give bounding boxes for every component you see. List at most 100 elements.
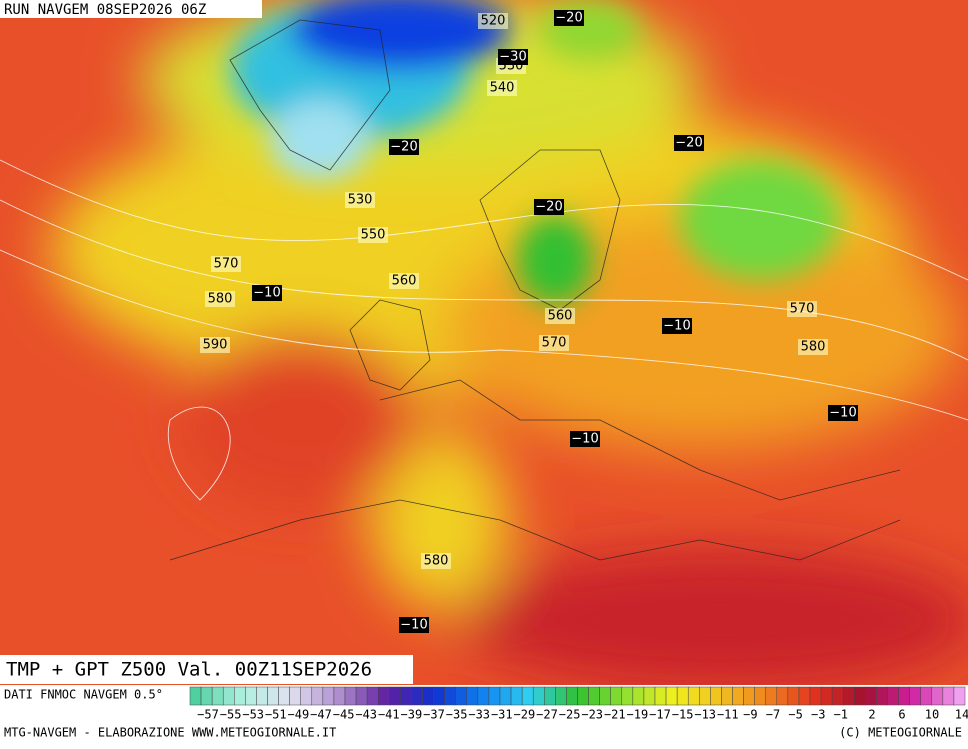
- height-label: 570: [790, 302, 815, 317]
- colorbar-swatch: [654, 686, 667, 706]
- title-box: [0, 655, 413, 684]
- temp-label-bg: [828, 405, 858, 421]
- colorbar-swatch: [355, 686, 368, 706]
- colorbar-label: 2: [868, 708, 875, 722]
- temp-label-bg: [498, 49, 528, 65]
- colorbar-swatch: [400, 686, 412, 706]
- colorbar-swatch: [521, 686, 534, 706]
- colorbar-swatch: [898, 686, 910, 706]
- height-label-bg: [345, 192, 375, 208]
- colorbar-swatch: [942, 686, 955, 706]
- colorbar-swatch: [743, 686, 755, 706]
- temp-label-bg: [554, 10, 584, 26]
- colorbar-swatch: [909, 686, 921, 706]
- temp-label: −10: [571, 432, 598, 447]
- colorbar-label: −13: [694, 708, 716, 722]
- height-label: 540: [490, 81, 515, 96]
- height-label-bg: [421, 553, 451, 569]
- header-box: [0, 0, 262, 18]
- colorbar-swatch: [621, 686, 634, 706]
- colorbar-swatch: [389, 686, 401, 706]
- height-label-bg: [545, 308, 575, 324]
- colorbar-swatch: [665, 686, 678, 706]
- colorbar-swatch: [477, 686, 490, 706]
- height-label-bg: [389, 273, 419, 289]
- colorbar-swatch: [411, 686, 423, 706]
- colorbar-swatch: [765, 686, 778, 706]
- temp-label-bg: [399, 617, 429, 633]
- colorbar-label: −43: [355, 708, 377, 722]
- colorbar-swatch: [699, 686, 711, 706]
- colorbar-swatch: [721, 686, 733, 706]
- map-field: [0, 0, 968, 685]
- colorbar-label: 10: [925, 708, 939, 722]
- temp-label-bg: [662, 318, 692, 334]
- colorbar-swatch: [676, 686, 689, 706]
- height-label: 530: [348, 193, 373, 208]
- temp-label: −10: [253, 286, 280, 301]
- colorbar-swatch: [920, 686, 933, 706]
- colorbar-label: −31: [491, 708, 513, 722]
- colorbar-swatch: [189, 686, 202, 706]
- colorbar-swatch: [322, 686, 335, 706]
- height-label-bg: [205, 291, 235, 307]
- colorbar-swatch: [245, 686, 257, 706]
- colorbar-swatch: [643, 686, 656, 706]
- colorbar-label: −9: [743, 708, 757, 722]
- height-label-bg: [539, 335, 569, 351]
- height-label: 520: [481, 14, 506, 29]
- height-label: 550: [361, 228, 386, 243]
- height-label-bg: [787, 301, 817, 317]
- footer-right: (C) METEOGIORNALE: [839, 726, 962, 740]
- colorbar-label: −35: [446, 708, 468, 722]
- temp-label: −20: [390, 140, 417, 155]
- colorbar-swatch: [300, 686, 313, 706]
- colorbar-label: −15: [672, 708, 694, 722]
- colorbar-swatch: [455, 686, 468, 706]
- colorbar-label: −7: [766, 708, 780, 722]
- height-label: 560: [392, 274, 417, 289]
- height-label-bg: [478, 13, 508, 29]
- colorbar-swatch: [510, 686, 523, 706]
- colorbar-swatch: [732, 686, 744, 706]
- colorbar-swatch: [344, 686, 357, 706]
- colorbar-swatch: [787, 686, 800, 706]
- colorbar-swatch: [610, 686, 623, 706]
- colorbar-label: −23: [581, 708, 603, 722]
- colorbar-swatch: [499, 686, 512, 706]
- colorbar-label: −3: [811, 708, 825, 722]
- colorbar-swatch: [599, 686, 611, 706]
- colorbar-swatch: [632, 686, 645, 706]
- colorbar-label: −49: [288, 708, 310, 722]
- colorbar-swatch: [289, 686, 301, 706]
- colorbar-swatch: [311, 686, 324, 706]
- height-label: 580: [208, 292, 233, 307]
- height-label-bg: [200, 337, 230, 353]
- colorbar-label: −51: [265, 708, 287, 722]
- height-label-bg: [798, 339, 828, 355]
- height-label-bg: [211, 256, 241, 272]
- colorbar-label: −57: [197, 708, 219, 722]
- colorbar-swatch: [422, 686, 434, 706]
- colorbar-swatch: [200, 686, 213, 706]
- run-label: RUN NAVGEM 08SEP2026 06Z: [4, 2, 206, 18]
- temp-label-bg: [674, 135, 704, 151]
- source-label: DATI FNMOC NAVGEM 0.5°: [4, 688, 163, 702]
- temp-label-bg: [534, 199, 564, 215]
- colorbar-swatch: [234, 686, 246, 706]
- temp-label: −30: [499, 50, 526, 65]
- colorbar-swatch: [820, 686, 833, 706]
- temp-label: −10: [400, 618, 427, 633]
- height-label: 570: [214, 257, 239, 272]
- height-label: 580: [424, 554, 449, 569]
- colorbar-swatch: [566, 686, 578, 706]
- colorbar-swatch: [953, 686, 966, 706]
- colorbar-label: −19: [627, 708, 649, 722]
- temp-label-bg: [252, 285, 282, 301]
- colorbar-swatch: [211, 686, 224, 706]
- colorbar-label: −21: [604, 708, 626, 722]
- temp-label-bg: [389, 139, 419, 155]
- colorbar-swatch: [876, 686, 888, 706]
- colorbar-swatch: [444, 686, 456, 706]
